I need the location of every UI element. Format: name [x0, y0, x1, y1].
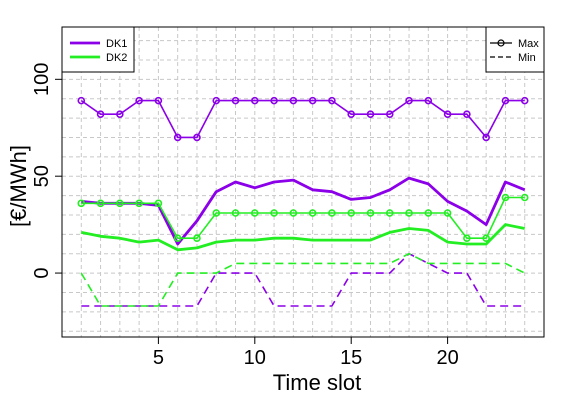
data-point-dk2-max — [154, 199, 163, 208]
series-lines — [77, 96, 529, 307]
data-point-dk2-max — [405, 209, 413, 217]
data-point-dk1-max — [231, 96, 240, 105]
data-point-dk1-max — [405, 96, 413, 105]
data-point-dk1-max — [501, 96, 510, 105]
data-point-dk2-max — [289, 209, 298, 217]
x-tick-label: 10 — [244, 347, 266, 369]
grid — [61, 27, 545, 337]
data-point-dk2-max — [193, 234, 201, 242]
legend-line-style: Max Min — [485, 26, 545, 73]
legend-label-dk1: DK1 — [106, 38, 127, 50]
data-point-dk2-max — [463, 234, 471, 242]
y-tick-label: 0 — [31, 268, 53, 279]
series-line-dk2-min — [80, 252, 526, 307]
legend-label-min: Min — [518, 52, 536, 64]
data-point-dk2-max — [501, 193, 510, 202]
data-point-dk1-max — [347, 110, 356, 118]
x-tick-label: 20 — [436, 347, 458, 369]
data-point-dk2-max — [443, 209, 452, 217]
y-axis-title: [€/MWh] — [6, 145, 31, 227]
legend-box — [61, 26, 135, 73]
data-point-dk1-max — [308, 96, 317, 105]
x-tick-label: 15 — [340, 347, 362, 369]
data-point-dk1-max — [463, 110, 471, 118]
data-point-dk2-max — [135, 199, 143, 208]
legend-label-max: Max — [518, 38, 539, 50]
y-tick-label: 50 — [31, 165, 53, 187]
data-point-dk1-max — [424, 96, 433, 105]
data-point-dk1-max — [193, 133, 201, 142]
data-point-dk1-max — [289, 96, 298, 105]
data-point-dk1-max — [173, 133, 182, 142]
data-point-dk2-max — [231, 209, 240, 217]
data-point-dk2-max — [520, 193, 529, 202]
data-point-dk2-max — [77, 199, 86, 208]
data-point-dk1-max — [77, 96, 86, 105]
data-point-dk2-max — [116, 199, 124, 208]
data-point-dk1-max — [135, 96, 143, 105]
data-point-dk1-max — [212, 96, 221, 105]
data-point-dk1-max — [251, 96, 259, 105]
data-point-dk2-max — [347, 209, 356, 217]
series-line-dk2-max — [81, 196, 525, 239]
data-point-dk1-max — [270, 96, 278, 105]
plot-frame — [61, 26, 545, 338]
data-point-dk1-max — [443, 110, 452, 118]
y-tick-label: 100 — [31, 63, 53, 96]
axes: 5 10 15 20 0 50 100 — [31, 26, 545, 369]
data-point-dk2-max — [385, 209, 394, 217]
data-point-dk2-max — [251, 209, 259, 217]
data-point-dk2-max — [482, 234, 490, 242]
data-point-dk2-max — [270, 209, 278, 217]
data-point-dk1-max — [482, 133, 490, 142]
data-point-dk1-max — [366, 110, 375, 118]
data-point-dk1-max — [385, 110, 394, 118]
data-point-dk1-max — [96, 110, 105, 118]
data-point-dk2-max — [96, 199, 105, 208]
data-point-dk2-max — [173, 234, 182, 242]
data-point-dk1-max — [116, 110, 124, 118]
x-axis-title: Time slot — [273, 370, 361, 395]
data-point-dk1-max — [328, 96, 336, 105]
series-line-dk1-min — [81, 252, 525, 307]
data-point-dk1-max — [154, 96, 163, 105]
data-point-dk2-max — [424, 209, 433, 217]
data-point-dk2-max — [328, 209, 336, 217]
legend-label-dk2: DK2 — [106, 52, 127, 64]
series-line-dk2-mean — [81, 223, 525, 252]
legend-marker-max — [497, 39, 505, 47]
x-tick-label: 5 — [153, 347, 164, 369]
series-line-dk1-max — [80, 99, 525, 139]
data-point-dk2-max — [308, 209, 317, 217]
data-point-dk2-max — [212, 209, 221, 217]
data-point-dk1-max — [520, 96, 529, 105]
legend-box — [485, 26, 545, 73]
data-point-dk2-max — [366, 209, 375, 217]
